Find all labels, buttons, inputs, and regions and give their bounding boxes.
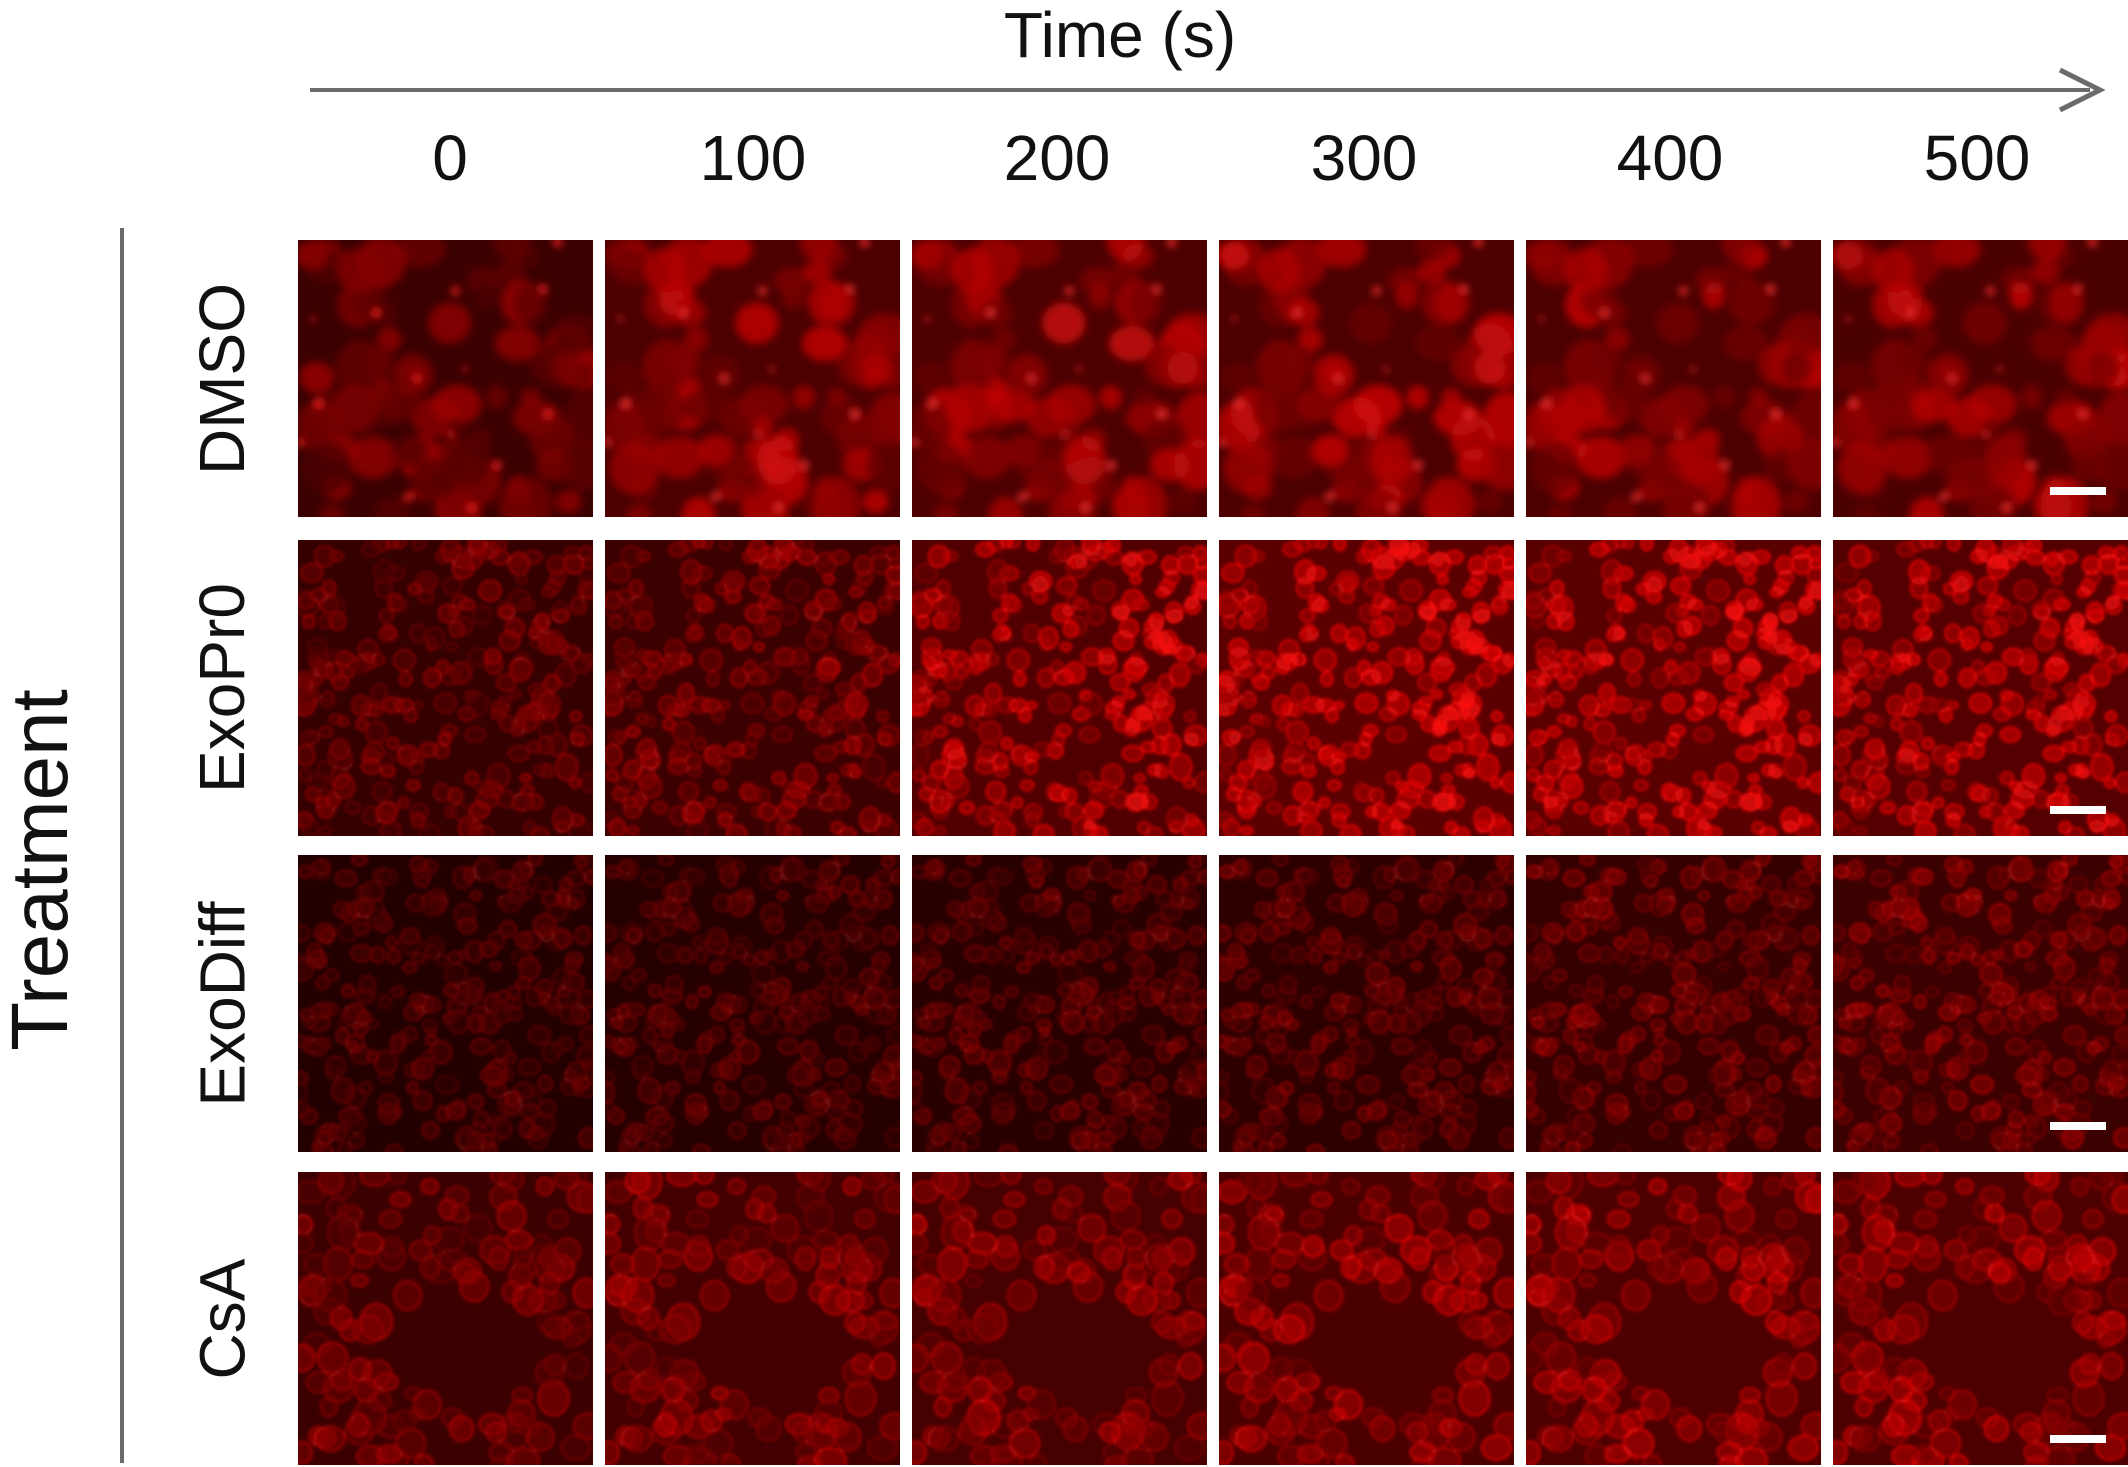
time-label-100: 100 — [699, 122, 807, 194]
time-label-0: 0 — [432, 122, 468, 194]
micrograph-dmso-t300 — [1219, 240, 1514, 517]
time-label-300: 300 — [1310, 122, 1418, 194]
scale-bar — [2050, 1435, 2106, 1443]
scale-bar — [2050, 806, 2106, 814]
micrograph-exopr0-t400 — [1526, 540, 1821, 836]
micrograph-exodiff-t0 — [298, 855, 593, 1152]
micrograph-exodiff-t400 — [1526, 855, 1821, 1152]
micrograph-exopr0-t500 — [1833, 540, 2128, 836]
scale-bar — [2050, 487, 2106, 495]
micrograph-exopr0-t200 — [912, 540, 1207, 836]
micrograph-dmso-t0 — [298, 240, 593, 517]
row-label-csa: CsA — [185, 1258, 258, 1379]
micrograph-exodiff-t500 — [1833, 855, 2128, 1152]
micrograph-csa-t500 — [1833, 1172, 2128, 1465]
micrograph-csa-t0 — [298, 1172, 593, 1465]
micrograph-dmso-t400 — [1526, 240, 1821, 517]
time-label-500: 500 — [1923, 122, 2031, 194]
row-label-exopr0: ExoPr0 — [185, 583, 258, 793]
time-axis-arrow — [310, 67, 2106, 113]
micrograph-exodiff-t300 — [1219, 855, 1514, 1152]
micrograph-csa-t400 — [1526, 1172, 1821, 1465]
treatment-axis-title: Treatment — [0, 689, 84, 1051]
scale-bar — [2050, 1122, 2106, 1130]
time-axis-title: Time (s) — [1003, 0, 1237, 71]
micrograph-exopr0-t0 — [298, 540, 593, 836]
micrograph-dmso-t500 — [1833, 240, 2128, 517]
time-label-400: 400 — [1616, 122, 1724, 194]
micrograph-dmso-t100 — [605, 240, 900, 517]
micrograph-csa-t200 — [912, 1172, 1207, 1465]
row-label-dmso: DMSO — [186, 282, 258, 475]
treatment-axis-line — [120, 228, 124, 1463]
micrograph-csa-t300 — [1219, 1172, 1514, 1465]
micrograph-exodiff-t200 — [912, 855, 1207, 1152]
row-label-exodiff: ExoDiff — [186, 900, 259, 1107]
time-label-200: 200 — [1003, 122, 1111, 194]
micrograph-exodiff-t100 — [605, 855, 900, 1152]
micrograph-csa-t100 — [605, 1172, 900, 1465]
micrograph-exopr0-t100 — [605, 540, 900, 836]
micrograph-exopr0-t300 — [1219, 540, 1514, 836]
micrograph-dmso-t200 — [912, 240, 1207, 517]
